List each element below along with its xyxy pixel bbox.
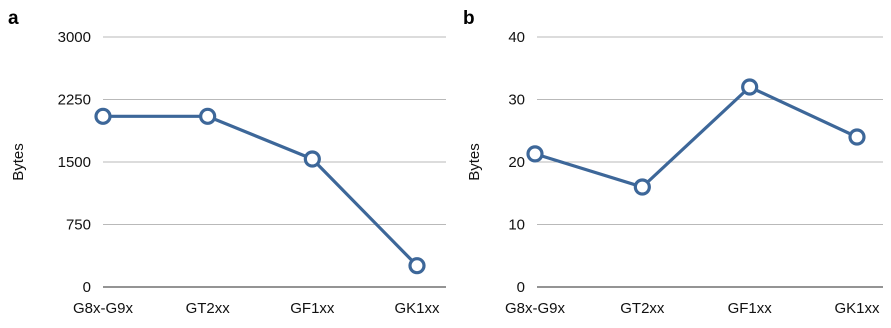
y-axis-title: Bytes [466,143,483,181]
data-point [848,128,866,146]
data-point [741,78,759,96]
y-tick-label: 1500 [58,154,91,171]
y-tick-label: 0 [517,279,525,296]
series-line [103,114,419,267]
chart-panel-a: 0 750 1500 2250 3000 G8x-G9x GT2xx GF1xx GK1xx By… [8,8,446,317]
data-point [526,145,544,163]
chart-panel-b: 0 10 20 30 40 G8x-G9x GT2xx GF1xx GK1xx Bytes b [463,8,883,317]
y-tick-label: 2250 [58,92,91,109]
series-line [534,85,858,189]
x-tick-label: GK1xx [394,300,440,317]
x-tick-label: GK1xx [834,300,880,317]
y-tick-label: 40 [508,29,525,46]
x-tick-label: G8x-G9x [505,300,566,317]
data-point [633,178,651,196]
x-tick-label: GT2xx [186,300,231,317]
y-tick-label: 750 [66,217,91,234]
x-tick-label: GF1xx [290,300,335,317]
y-tick-label: 10 [508,217,525,234]
panel-letter: b [463,8,475,29]
data-point [94,107,112,125]
y-tick-label: 20 [508,154,525,171]
y-tick-label: 0 [83,279,91,296]
x-tick-label: GF1xx [728,300,773,317]
data-point [199,107,217,125]
y-tick-label: 3000 [58,29,91,46]
x-tick-label: GT2xx [620,300,665,317]
y-axis-title: Bytes [10,143,27,181]
data-point [408,257,426,275]
y-tick-label: 30 [508,92,525,109]
x-tick-label: G8x-G9x [73,300,134,317]
panel-letter: a [8,8,19,29]
data-point [303,150,321,168]
